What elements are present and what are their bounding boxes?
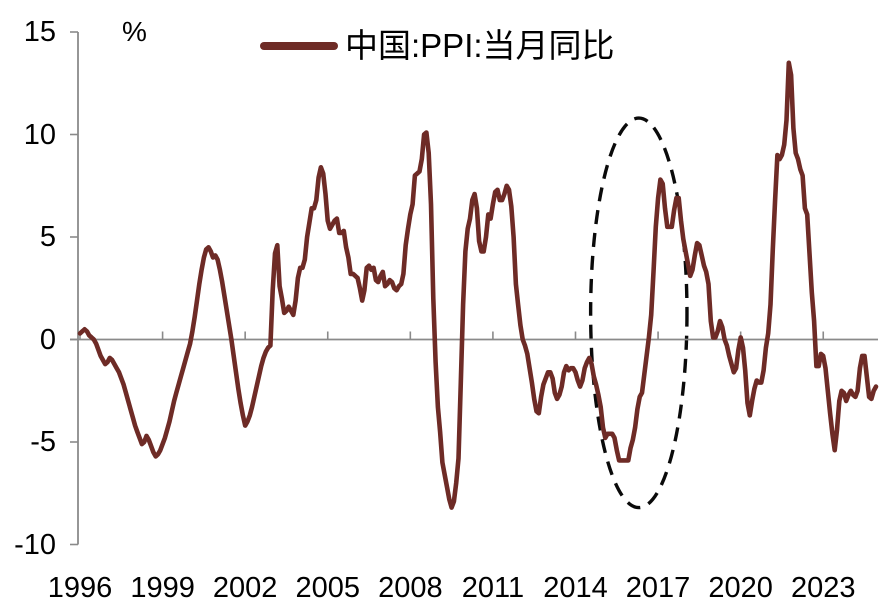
legend: 中国:PPI:当月同比: [260, 28, 615, 64]
y-axis-label: 5: [39, 221, 56, 253]
y-axis-label: 15: [23, 16, 56, 48]
y-axis-unit-label: %: [122, 16, 147, 47]
y-axis-label: -5: [30, 426, 56, 458]
x-axis-label: 1996: [47, 572, 113, 604]
y-axis-ticks: [70, 31, 78, 546]
y-axis-label: 0: [39, 323, 56, 356]
x-axis-label: 2008: [378, 572, 443, 604]
x-axis-label: 2020: [708, 572, 773, 604]
x-axis-label: 1999: [130, 572, 195, 604]
highlight-ellipse: [588, 116, 689, 510]
legend-line-swatch: [260, 42, 338, 50]
x-axis-label: 2005: [295, 572, 360, 604]
ppi-line: [77, 60, 879, 510]
x-axis-label: 2011: [461, 572, 525, 604]
y-axis-label: 10: [23, 118, 56, 151]
x-axis-label: 2002: [212, 572, 278, 604]
y-axis-label: -10: [14, 528, 56, 561]
x-axis-label: 2023: [790, 572, 856, 604]
legend-series-label: 中国:PPI:当月同比: [345, 27, 615, 64]
x-axis-label: 2014: [543, 572, 608, 604]
x-axis-label: 2017: [625, 572, 691, 604]
